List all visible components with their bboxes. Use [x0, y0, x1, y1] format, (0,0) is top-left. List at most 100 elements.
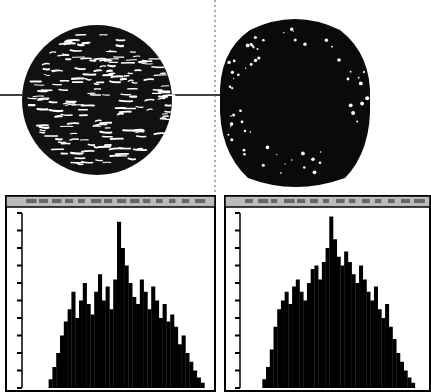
speckle — [262, 39, 265, 42]
histogram-bar — [170, 315, 174, 389]
speckle — [320, 151, 322, 153]
speckle — [96, 120, 102, 122]
histogram-bar — [132, 297, 136, 388]
speckle — [233, 78, 234, 79]
speckle — [49, 101, 56, 103]
speckle — [163, 113, 168, 115]
speckle — [250, 43, 253, 46]
header-texture — [284, 199, 295, 203]
histogram-bar — [378, 309, 382, 388]
speckle — [237, 73, 240, 76]
histogram-bar — [109, 309, 113, 388]
speckle — [106, 127, 110, 128]
histogram-bar — [113, 280, 117, 389]
speckle — [71, 152, 82, 155]
speckle — [55, 115, 61, 118]
speckle — [109, 62, 117, 63]
speckle — [130, 51, 135, 52]
histogram-bar — [106, 287, 110, 389]
speckle — [28, 97, 36, 99]
blob — [220, 19, 370, 187]
speckle — [58, 54, 69, 56]
speckle — [266, 146, 270, 150]
histogram-bar — [136, 304, 140, 388]
y-tick — [17, 387, 22, 389]
speckle — [97, 81, 104, 83]
speckle — [349, 103, 353, 107]
speckle — [100, 131, 111, 134]
histogram-bar — [117, 222, 121, 388]
speckle — [62, 153, 68, 155]
histogram-bar — [303, 301, 307, 389]
histogram-bar — [71, 292, 75, 388]
speckle — [108, 64, 115, 67]
speckle — [84, 73, 96, 75]
histogram-bar — [407, 378, 411, 389]
histogram-bar — [49, 379, 53, 388]
speckle — [40, 127, 49, 128]
speckle — [130, 95, 136, 97]
y-tick — [235, 230, 240, 232]
histogram-bar — [33, 388, 37, 389]
header-texture — [336, 199, 345, 203]
header-texture — [156, 199, 163, 203]
speckle — [107, 51, 117, 52]
speckle — [163, 116, 168, 117]
speckle — [103, 74, 112, 76]
speckle — [61, 80, 69, 82]
y-tick — [235, 335, 240, 337]
speckle — [56, 138, 62, 140]
speckle — [135, 69, 141, 71]
histogram-bar — [381, 318, 385, 388]
speckle — [31, 81, 41, 83]
speckle — [100, 34, 107, 35]
histogram-bar — [98, 274, 102, 388]
speckle — [39, 98, 48, 100]
panel-header — [225, 196, 430, 207]
histogram-bar — [281, 301, 285, 389]
speckle — [80, 139, 88, 140]
histogram-bar — [197, 378, 201, 389]
speckle — [75, 157, 84, 159]
speckle — [161, 73, 165, 75]
speckle — [230, 138, 233, 141]
y-tick — [17, 352, 22, 354]
speckle — [229, 86, 231, 88]
speckle — [359, 82, 363, 86]
histogram-bar — [419, 388, 423, 389]
histogram-bar — [348, 262, 352, 388]
speckle — [227, 134, 229, 136]
speckle — [230, 122, 233, 125]
header-texture — [130, 199, 139, 203]
histogram-bar — [340, 266, 344, 389]
speckle — [124, 75, 128, 77]
histogram-bar — [322, 262, 326, 388]
speckle — [110, 81, 120, 82]
speckle — [81, 57, 91, 59]
speckle — [244, 130, 246, 132]
speckle — [120, 111, 131, 113]
histogram-bar — [189, 362, 193, 388]
histogram-bar — [352, 274, 356, 388]
speckle — [99, 146, 110, 148]
histogram-bar — [266, 367, 270, 388]
speckle — [37, 108, 47, 111]
speckle — [232, 114, 235, 117]
y-tick — [17, 265, 22, 267]
speckle — [66, 58, 70, 60]
histogram-bar — [333, 239, 337, 388]
y-tick — [235, 387, 240, 389]
speckle — [71, 133, 77, 135]
speckle — [128, 80, 133, 81]
speckle — [331, 46, 333, 48]
speckle — [116, 39, 124, 41]
speckle — [262, 164, 265, 167]
speckle — [76, 34, 86, 36]
speckle — [152, 66, 164, 68]
histogram-bar — [285, 292, 289, 388]
histogram-bar — [147, 309, 151, 388]
histogram-bar — [326, 248, 330, 388]
histogram-bar — [244, 388, 248, 389]
speckle — [50, 52, 56, 53]
speckle — [73, 81, 83, 83]
